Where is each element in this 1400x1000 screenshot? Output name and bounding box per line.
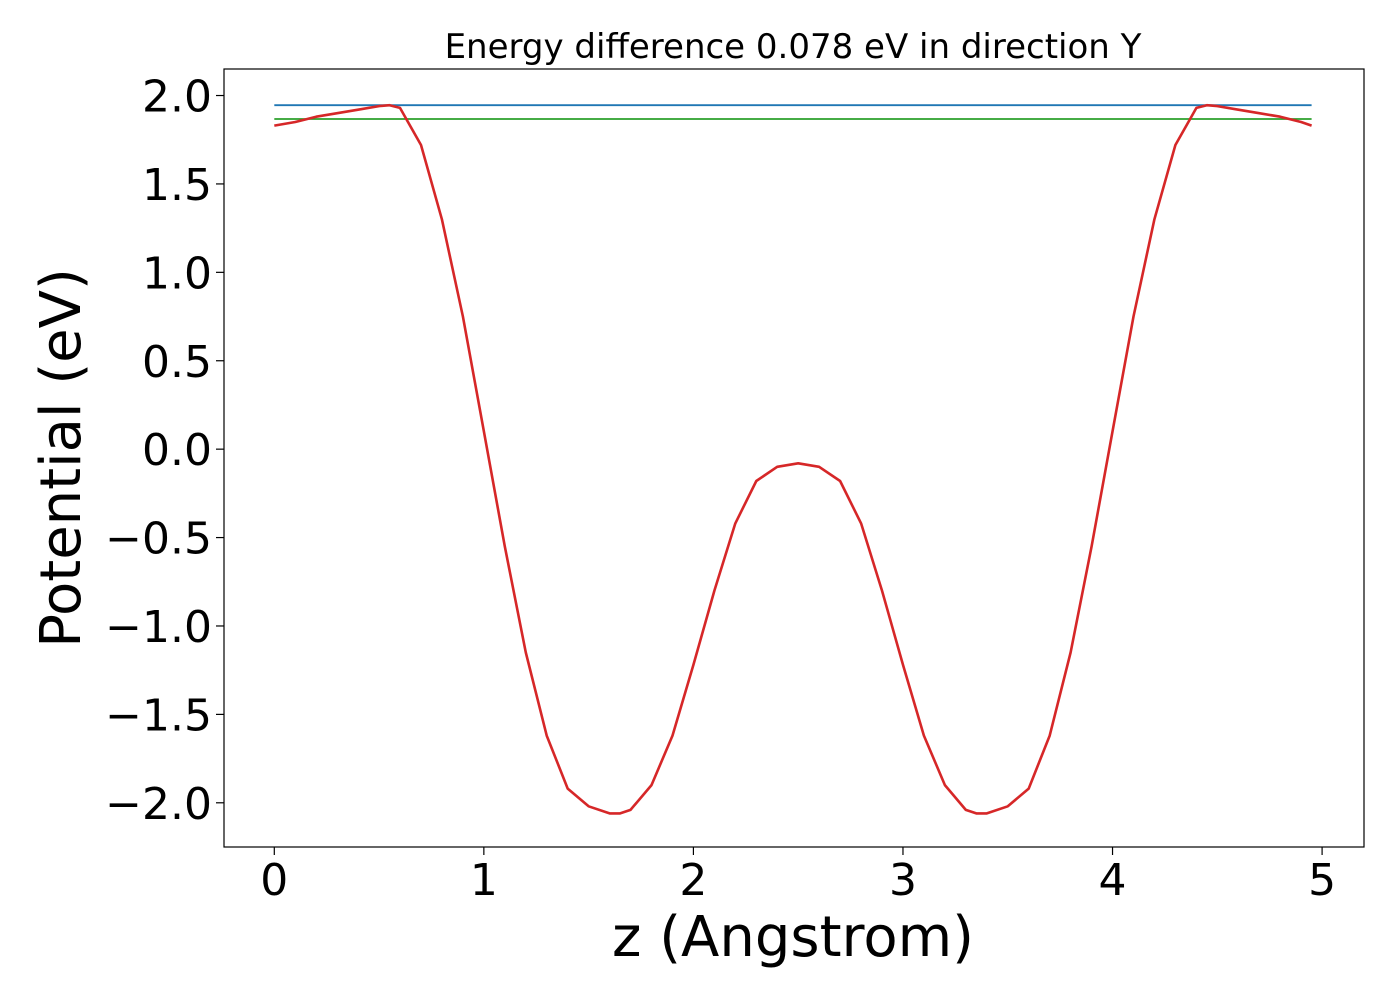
y-tick-label: 0.0 <box>142 425 212 476</box>
y-tick-label: 0.5 <box>142 337 212 388</box>
y-tick-label: 1.5 <box>142 160 212 211</box>
y-tick-label: −2.0 <box>105 779 212 830</box>
series-line-potential-curve <box>274 103 1313 815</box>
x-tick-label: 5 <box>1308 855 1336 906</box>
series-layer <box>274 103 1313 815</box>
x-tick-label: 2 <box>679 855 707 906</box>
y-tick-label: −0.5 <box>105 514 212 565</box>
y-tick-label: −1.5 <box>105 690 212 741</box>
plot-frame <box>223 68 1365 848</box>
x-tick-label: 1 <box>470 855 498 906</box>
y-axis: 2.0 1.5 1.0 0.5 0.0 −0.5 −1.0 −1.5 −2.0 <box>105 72 224 830</box>
chart-title: Energy difference 0.078 eV in direction … <box>445 27 1142 67</box>
x-tick-label: 4 <box>1099 855 1127 906</box>
y-tick-label: −1.0 <box>105 602 212 653</box>
y-axis-label: Potential (eV) <box>29 268 94 648</box>
y-tick-label: 2.0 <box>142 72 212 123</box>
y-tick-label: 1.0 <box>142 248 212 299</box>
x-axis-label: z (Angstrom) <box>612 905 974 970</box>
x-tick-label: 0 <box>260 855 288 906</box>
x-axis: 0 1 2 3 4 5 <box>260 847 1336 906</box>
x-tick-label: 3 <box>889 855 917 906</box>
